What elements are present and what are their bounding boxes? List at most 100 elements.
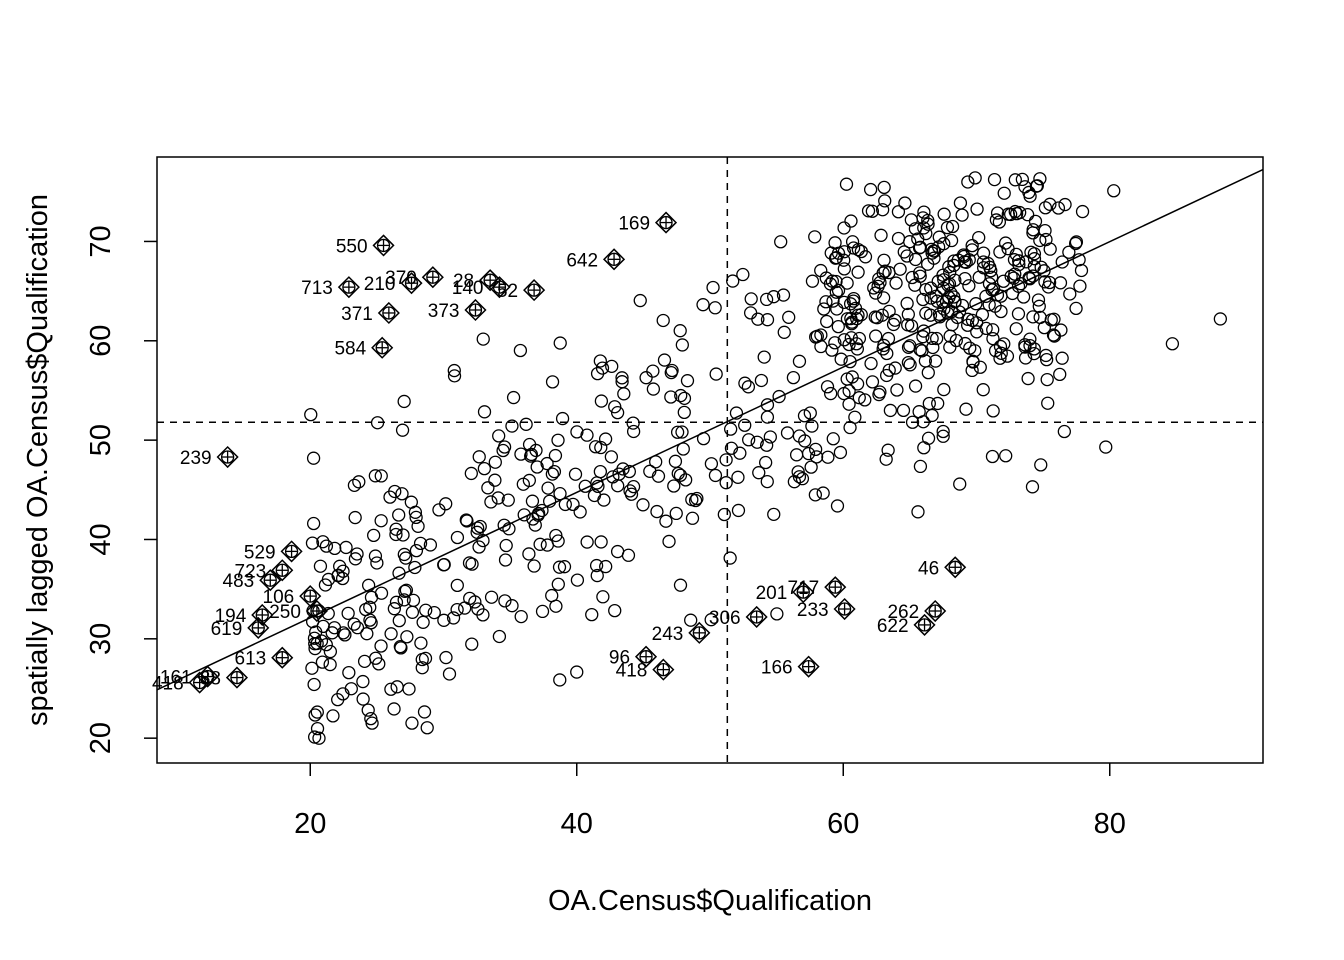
data-point [535,503,549,518]
influential-point: 613 [235,646,294,670]
influential-point-diamond [372,234,395,257]
data-point [968,171,982,185]
data-point [1018,351,1033,365]
data-point [1028,214,1043,229]
data-point [359,602,373,617]
data-point [418,651,433,665]
data-point [708,301,722,315]
data-point [1051,201,1066,215]
data-point [347,478,362,492]
data-point [840,312,855,326]
data-point [419,603,433,617]
data-point [992,215,1007,229]
data-point [709,367,723,381]
data-point [1023,272,1037,286]
data-point [662,534,676,549]
influential-point-label: 201 [756,583,788,604]
data-point [837,386,851,401]
data-point [305,536,320,550]
data-point [588,440,603,454]
data-point [352,475,366,489]
data-point [809,450,824,464]
data-point [597,493,611,507]
data-point [767,507,781,521]
influential-point-label: 306 [709,608,741,629]
data-point [877,338,891,353]
data-point [323,657,337,672]
data-point [828,236,842,250]
data-point [356,692,370,706]
data-point [759,292,774,307]
influential-point-diamond [924,599,947,623]
data-point [837,262,851,276]
data-point [931,240,946,254]
data-point [336,626,351,640]
data-point [917,205,931,219]
data-point [913,269,927,283]
data-point [370,556,384,570]
data-point [772,389,786,404]
data-point [731,503,746,518]
data-point [651,469,666,483]
data-point [921,365,935,380]
data-point [622,464,637,479]
data-point [903,339,917,353]
data-point [1055,351,1069,365]
influential-point-diamond [225,666,249,689]
data-point [1009,322,1023,336]
data-point [1069,301,1083,316]
data-point [323,644,338,659]
data-point [688,493,703,508]
data-point [488,455,502,469]
data-point [668,454,683,468]
data-point [517,508,531,522]
influential-point: 233 [797,597,856,621]
data-point [900,249,914,263]
data-point [527,559,541,573]
influential-point-diamond [299,585,322,608]
influential-point-label: 529 [244,542,276,563]
data-point [972,230,986,245]
data-point [750,435,764,449]
influential-point: 370 [385,266,444,289]
influential-point: 622 [877,613,936,637]
influential-point-diamond [280,540,303,563]
influential-point-diamond [400,272,423,295]
data-point [589,558,604,573]
data-point [545,588,559,603]
data-point [917,221,931,235]
data-point [573,505,587,519]
data-point [670,425,685,439]
data-point [1020,208,1035,222]
data-point [843,354,857,369]
influential-point: 201 [756,581,815,604]
y-tick-label: 20 [85,722,117,754]
data-point [958,336,972,351]
data-point [313,559,328,573]
data-point [331,569,345,583]
data-point [945,219,960,234]
data-point [306,451,321,465]
data-point [786,370,801,385]
data-point [850,342,865,356]
data-point [872,387,886,402]
data-point [414,636,428,650]
data-point [882,304,896,318]
data-point [1011,307,1026,321]
data-point [724,441,739,455]
data-point [570,573,585,587]
influential-point-label: 106 [263,587,295,608]
data-point [656,313,670,328]
influential-point: 713 [301,276,360,299]
data-point [492,629,507,644]
data-point [499,538,513,553]
data-point [898,196,912,210]
data-point [387,702,401,716]
data-point [1023,338,1037,353]
data-point [1034,260,1048,274]
data-point [1073,279,1087,293]
data-point [1041,396,1055,410]
data-point [736,267,750,282]
data-point [674,388,688,403]
data-point [1029,179,1044,193]
